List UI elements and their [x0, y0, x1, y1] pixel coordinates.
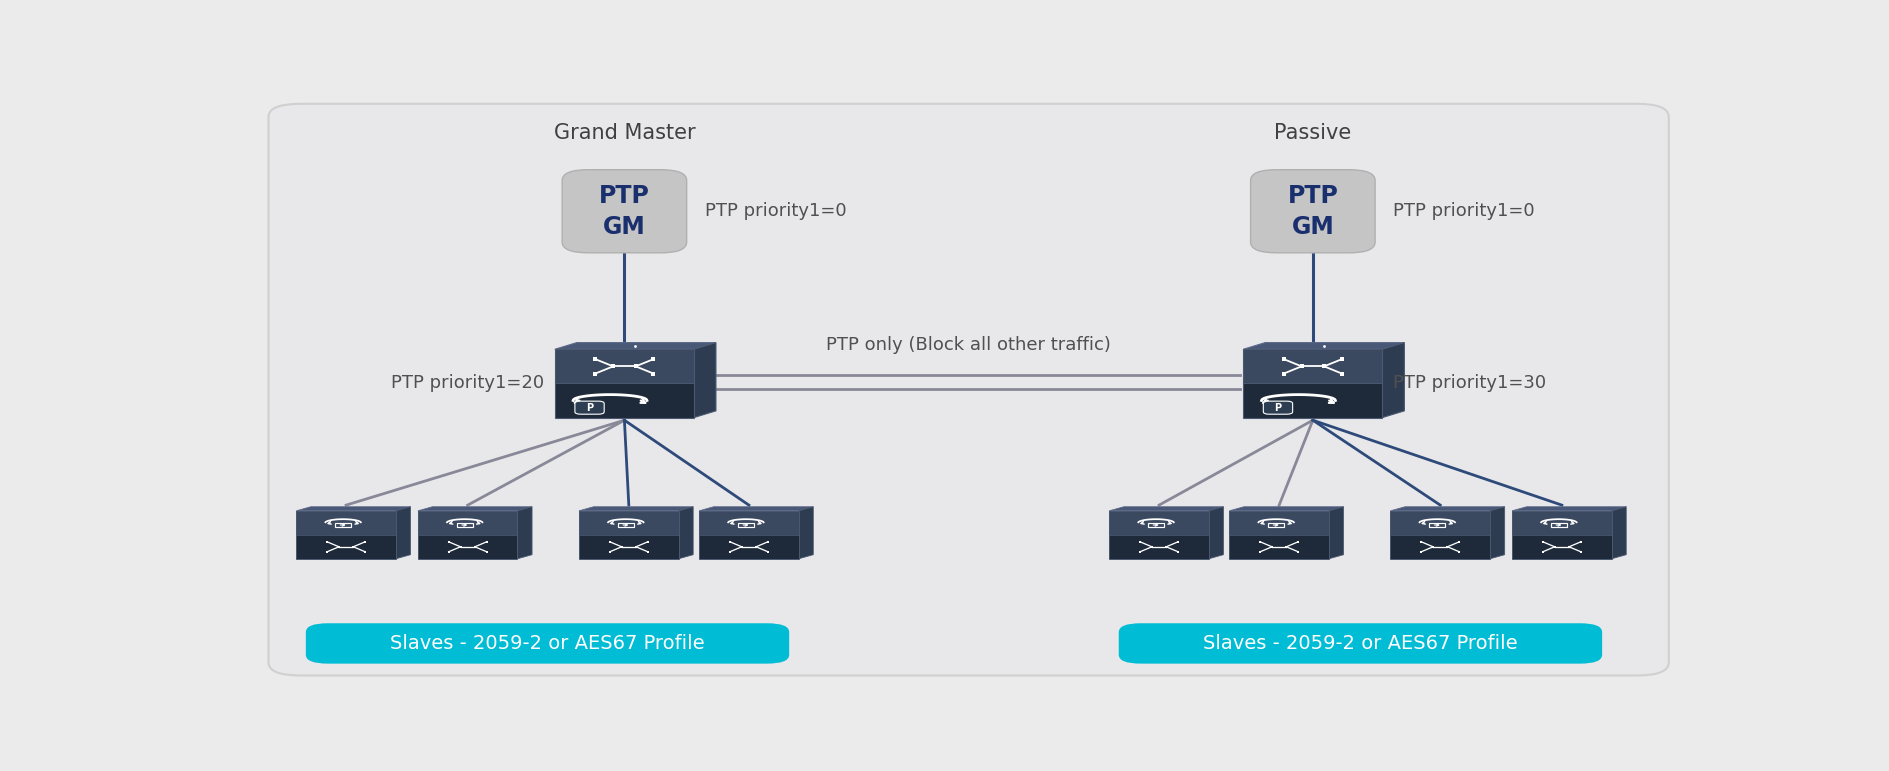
Polygon shape [1109, 507, 1222, 511]
FancyBboxPatch shape [1390, 535, 1489, 559]
Polygon shape [693, 342, 716, 418]
FancyBboxPatch shape [699, 511, 799, 535]
Polygon shape [1390, 507, 1504, 511]
FancyBboxPatch shape [1251, 170, 1375, 253]
Text: PTP: PTP [1286, 183, 1337, 208]
Text: PTP only (Block all other traffic): PTP only (Block all other traffic) [825, 335, 1111, 354]
Text: Passive: Passive [1273, 123, 1351, 143]
FancyBboxPatch shape [268, 104, 1668, 675]
Polygon shape [395, 507, 410, 559]
Polygon shape [1381, 342, 1404, 418]
Text: GM: GM [1290, 214, 1334, 239]
Polygon shape [1228, 507, 1343, 511]
FancyBboxPatch shape [417, 511, 518, 535]
FancyBboxPatch shape [1228, 535, 1328, 559]
Polygon shape [1243, 342, 1404, 349]
Polygon shape [1611, 507, 1625, 559]
FancyBboxPatch shape [297, 511, 395, 535]
Polygon shape [1209, 507, 1222, 559]
FancyBboxPatch shape [1262, 401, 1292, 414]
FancyBboxPatch shape [1109, 511, 1209, 535]
Polygon shape [297, 507, 410, 511]
FancyBboxPatch shape [1118, 623, 1602, 664]
FancyBboxPatch shape [1109, 535, 1209, 559]
FancyBboxPatch shape [297, 535, 395, 559]
FancyBboxPatch shape [1390, 511, 1489, 535]
Polygon shape [678, 507, 693, 559]
Polygon shape [1489, 507, 1504, 559]
Text: GM: GM [603, 214, 646, 239]
FancyBboxPatch shape [574, 401, 604, 414]
Text: PTP priority1=0: PTP priority1=0 [705, 202, 846, 221]
Polygon shape [699, 507, 812, 511]
FancyBboxPatch shape [1228, 511, 1328, 535]
FancyBboxPatch shape [306, 623, 790, 664]
Text: P: P [586, 402, 593, 412]
FancyBboxPatch shape [417, 535, 518, 559]
Polygon shape [1328, 507, 1343, 559]
FancyBboxPatch shape [578, 511, 678, 535]
FancyBboxPatch shape [1243, 383, 1381, 418]
FancyBboxPatch shape [1243, 349, 1381, 383]
FancyBboxPatch shape [699, 535, 799, 559]
FancyBboxPatch shape [578, 535, 678, 559]
Text: PTP priority1=0: PTP priority1=0 [1392, 202, 1534, 221]
Text: PTP priority1=30: PTP priority1=30 [1392, 375, 1545, 392]
Text: Slaves - 2059-2 or AES67 Profile: Slaves - 2059-2 or AES67 Profile [1203, 634, 1517, 653]
Text: Grand Master: Grand Master [553, 123, 695, 143]
Polygon shape [417, 507, 533, 511]
Polygon shape [1511, 507, 1625, 511]
FancyBboxPatch shape [561, 170, 686, 253]
Polygon shape [578, 507, 693, 511]
Polygon shape [799, 507, 812, 559]
FancyBboxPatch shape [1511, 535, 1611, 559]
Text: P: P [1273, 402, 1281, 412]
Text: PTP priority1=20: PTP priority1=20 [391, 375, 544, 392]
Text: PTP: PTP [599, 183, 650, 208]
FancyBboxPatch shape [1511, 511, 1611, 535]
Polygon shape [555, 342, 716, 349]
FancyBboxPatch shape [555, 349, 693, 383]
Polygon shape [518, 507, 533, 559]
FancyBboxPatch shape [555, 383, 693, 418]
Text: Slaves - 2059-2 or AES67 Profile: Slaves - 2059-2 or AES67 Profile [389, 634, 705, 653]
